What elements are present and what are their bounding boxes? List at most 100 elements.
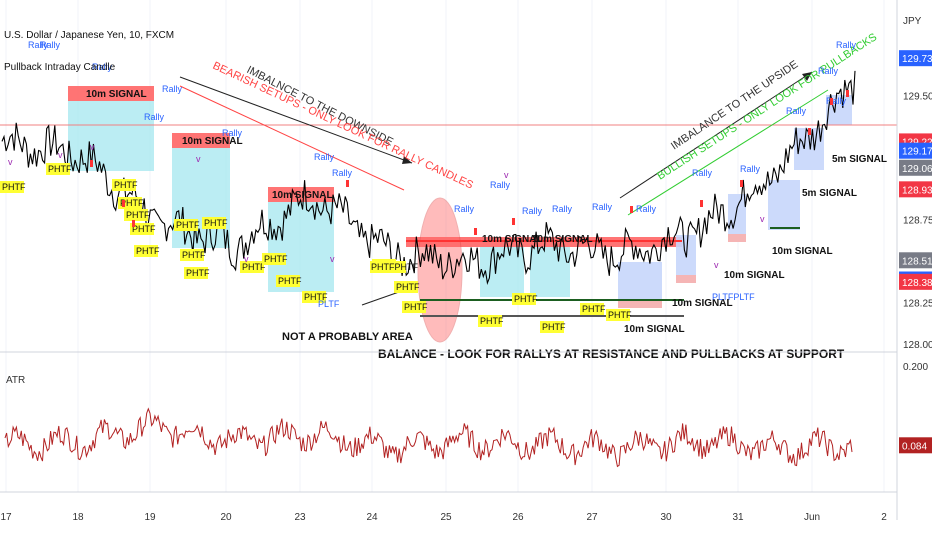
rally-label: Rally <box>740 164 761 174</box>
flag-marker <box>346 180 349 187</box>
price-badge-label: 129.730 <box>902 54 932 65</box>
signal-label: 10m SIGNAL <box>624 324 685 335</box>
price-axis: 129.500 129.069 128.750 128.511 128.250 128.0… <box>899 50 932 454</box>
zone-red-3 <box>268 187 334 202</box>
pltfpltf-label: PLTFPLTF <box>712 292 755 302</box>
phtfphtf-label: PHTFPHTF <box>371 262 418 272</box>
zone-pink-3 <box>728 234 746 242</box>
rally-label: Rally <box>826 96 847 106</box>
flag-marker <box>700 200 703 207</box>
rally-label: Rally <box>490 180 511 190</box>
currency-label: JPY <box>903 16 922 27</box>
phtf-label: PHTF <box>136 246 160 256</box>
rally-label: Rally <box>40 40 61 50</box>
phtf-box <box>302 291 326 303</box>
price-badge <box>899 273 932 290</box>
phtf-label: PHTF <box>608 310 632 320</box>
arrow-up-line <box>619 71 813 199</box>
phtf-box <box>394 281 418 293</box>
price-badge-label: 128.381 <box>902 278 932 289</box>
phtf-label: PHTF <box>480 316 504 326</box>
flag-marker <box>512 218 515 225</box>
rally-label: Rally <box>592 202 613 212</box>
time-tick-label: 27 <box>586 512 598 523</box>
symbol-title: U.S. Dollar / Japanese Yen, 10, FXCM <box>4 30 174 41</box>
price-badge-label: 128.939 <box>902 185 932 196</box>
zone-blue-1 <box>618 262 662 302</box>
phtf-box <box>46 163 70 175</box>
arrow-down-head <box>402 156 412 164</box>
price-badge <box>899 50 932 67</box>
phtf-label: PHTF <box>264 254 288 264</box>
phtf-box <box>130 223 154 235</box>
zone-blue-4 <box>768 180 800 230</box>
time-tick-label: 24 <box>366 512 378 523</box>
phtf-label: PHTF <box>186 268 210 278</box>
time-axis: 17 18 19 20 23 24 25 26 27 30 31 Jun 2 <box>0 512 887 523</box>
atr-line <box>4 407 853 468</box>
marker-labels: RallyRallyRallyRallyRallyRallyRallyRally… <box>0 40 857 333</box>
phtf-box <box>124 209 148 221</box>
v-marker: v <box>90 142 95 152</box>
price-line <box>1 70 856 285</box>
bearish-line <box>179 85 405 191</box>
arrow-down-line <box>179 76 413 164</box>
rally-label: Rally <box>28 40 49 50</box>
price-badge-label: 128.511 <box>902 256 932 267</box>
signal-label: 10m SIGNAL <box>482 234 543 245</box>
rally-label: Rally <box>818 66 839 76</box>
flag-marker <box>122 200 125 207</box>
time-tick-label: 18 <box>72 512 84 523</box>
rally-label: Rally <box>92 62 113 72</box>
signal-label: 10m SIGNAL <box>272 190 333 201</box>
price-badge <box>899 142 932 159</box>
zone-cyan-1 <box>68 101 154 171</box>
v-marker: v <box>8 157 13 167</box>
signal-label: 5m SIGNAL <box>832 154 887 165</box>
phtf-box <box>174 219 198 231</box>
pltf-label: PLTF <box>318 299 340 309</box>
atr-badge <box>899 437 932 454</box>
phtf-label: PHTF <box>396 282 420 292</box>
phtf-label: PHTF <box>114 180 138 190</box>
price-tick-label: 128.000 <box>903 340 932 351</box>
flag-marker <box>808 128 811 135</box>
zone-blue-3 <box>728 194 746 234</box>
atr-title: ATR <box>6 375 25 386</box>
time-tick-label: 20 <box>220 512 232 523</box>
rally-label: Rally <box>314 152 335 162</box>
v-marker: v <box>504 170 509 180</box>
price-badge-label: 129.172 <box>902 147 932 158</box>
phtf-box <box>112 179 136 191</box>
time-tick-label: Jun <box>804 512 820 523</box>
v-marker: v <box>760 214 765 224</box>
phtf-box <box>184 267 208 279</box>
time-tick-label: 25 <box>440 512 452 523</box>
zone-cyan-2 <box>172 148 230 248</box>
time-tick-label: 26 <box>512 512 524 523</box>
v-marker: v <box>196 154 201 164</box>
rally-label: Rally <box>552 204 573 214</box>
highlight-circle <box>417 197 463 343</box>
zone-cyan-5 <box>530 247 570 297</box>
phtf-label: PHTF <box>182 250 206 260</box>
indicator-title: Pullback Intraday Candle <box>4 62 116 73</box>
phtf-label: PHTF <box>542 322 566 332</box>
zone-red-1 <box>68 86 154 101</box>
rally-label: Rally <box>692 168 713 178</box>
atr-tick-label: 0.200 <box>903 362 928 373</box>
time-tick-label: 19 <box>144 512 156 523</box>
price-badge-label: 129.069 <box>902 164 932 175</box>
price-tick-label: 129.500 <box>903 91 932 102</box>
not-probably-label: NOT A PROBABLY AREA <box>282 331 413 343</box>
phtf-box <box>276 275 300 287</box>
flag-marker <box>740 180 743 187</box>
rally-label: Rally <box>522 206 543 216</box>
trend-arrows <box>179 71 829 306</box>
rally-label: Rally <box>144 112 165 122</box>
v-marker: v <box>58 150 63 160</box>
phtf-label: PHTF <box>2 182 26 192</box>
phtf-box <box>606 309 630 321</box>
phtf-label: PHTF <box>126 210 150 220</box>
